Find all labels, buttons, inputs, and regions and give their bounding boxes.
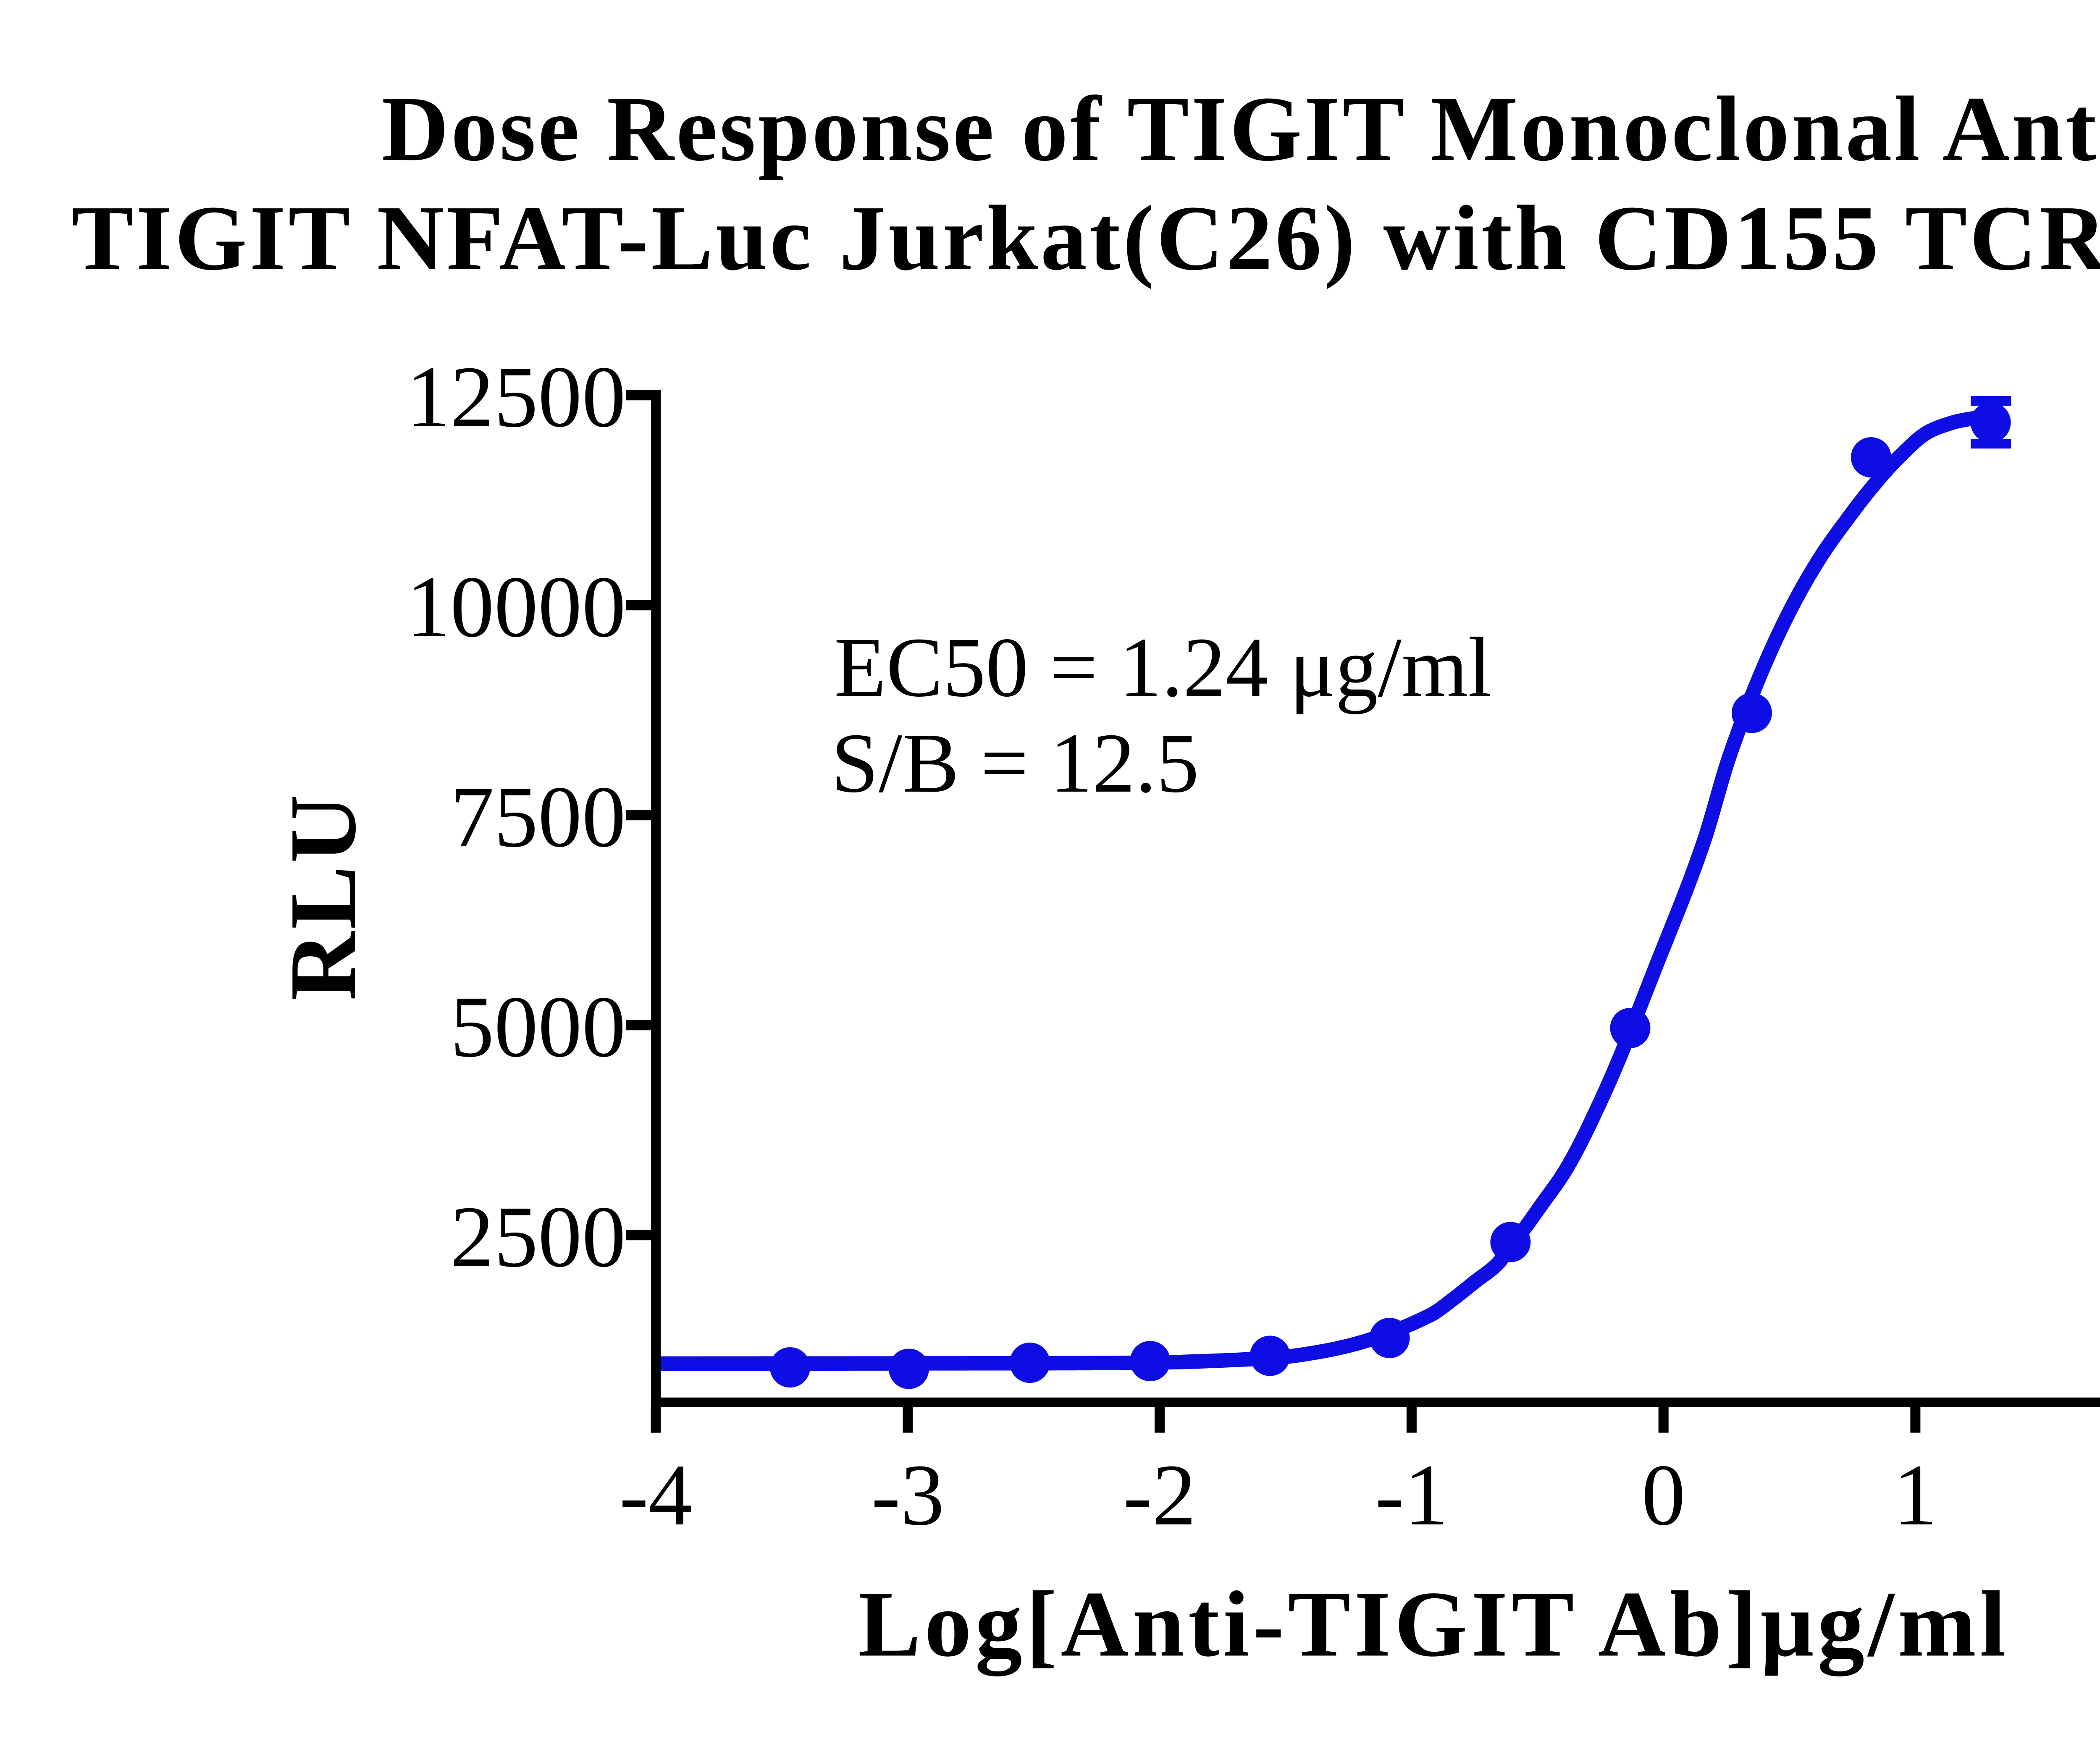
svg-text:7500: 7500 <box>450 769 626 866</box>
svg-text:-3: -3 <box>871 1447 944 1544</box>
svg-text:-4: -4 <box>619 1447 692 1544</box>
svg-text:S/B = 12.5: S/B = 12.5 <box>831 716 1199 810</box>
svg-text:1: 1 <box>1893 1447 1937 1544</box>
svg-text:10000: 10000 <box>407 559 626 656</box>
svg-text:0: 0 <box>1641 1447 1685 1544</box>
svg-text:EC50 = 1.24 μg/ml: EC50 = 1.24 μg/ml <box>834 620 1491 714</box>
svg-text:5000: 5000 <box>450 978 626 1075</box>
svg-text:12500: 12500 <box>407 349 626 446</box>
svg-text:-2: -2 <box>1123 1447 1196 1544</box>
svg-text:Log[Anti-TIGIT Ab]μg/ml: Log[Anti-TIGIT Ab]μg/ml <box>858 1572 2010 1676</box>
svg-text:Dose Response of TIGIT Monoclo: Dose Response of TIGIT Monoclonal Antibo… <box>382 77 2100 180</box>
svg-text:TIGIT NFAT-Luc Jurkat(C26) wit: TIGIT NFAT-Luc Jurkat(C26) with CD155 TC… <box>71 186 2100 289</box>
svg-text:-1: -1 <box>1375 1447 1448 1544</box>
svg-text:RLU: RLU <box>270 792 376 1000</box>
svg-text:2500: 2500 <box>450 1188 626 1285</box>
